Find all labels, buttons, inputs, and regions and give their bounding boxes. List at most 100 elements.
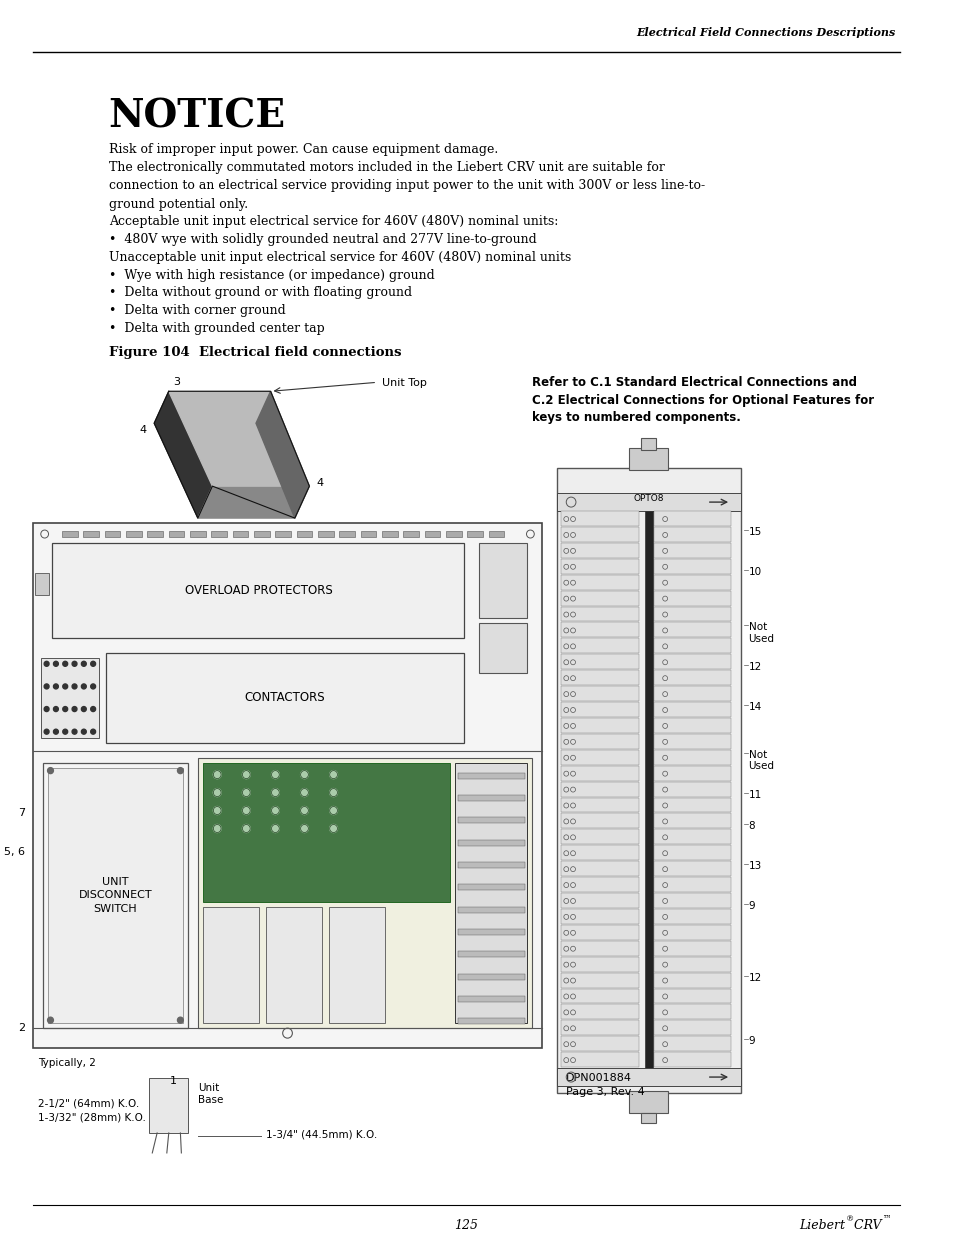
Circle shape <box>272 806 279 815</box>
Text: 1-3/32" (28mm) K.O.: 1-3/32" (28mm) K.O. <box>38 1113 146 1123</box>
Bar <box>560 734 639 748</box>
Bar <box>560 511 639 526</box>
Bar <box>35 573 49 595</box>
Bar <box>457 906 524 913</box>
Bar <box>488 531 504 537</box>
Bar <box>653 527 730 542</box>
Text: 13: 13 <box>748 861 761 871</box>
Text: 5, 6: 5, 6 <box>4 847 25 857</box>
Text: 1-3/4" (44.5mm) K.O.: 1-3/4" (44.5mm) K.O. <box>266 1130 376 1140</box>
Circle shape <box>72 661 77 667</box>
Text: 2: 2 <box>18 1023 25 1034</box>
Circle shape <box>242 771 250 778</box>
Circle shape <box>63 684 68 689</box>
Text: •  480V wye with solidly grounded neutral and 277V line-to-ground: • 480V wye with solidly grounded neutral… <box>109 232 536 246</box>
Text: 2-1/2" (64mm) K.O.: 2-1/2" (64mm) K.O. <box>38 1098 139 1108</box>
Text: 14: 14 <box>748 701 761 713</box>
Bar <box>212 531 227 537</box>
Text: 12: 12 <box>748 973 761 983</box>
Circle shape <box>53 729 58 734</box>
Bar <box>457 951 524 957</box>
Text: •  Delta without ground or with floating ground: • Delta without ground or with floating … <box>109 287 412 299</box>
Circle shape <box>91 661 95 667</box>
Bar <box>653 973 730 988</box>
Bar <box>653 638 730 653</box>
Bar <box>48 768 183 1023</box>
Bar <box>640 438 656 451</box>
Text: •  Wye with high resistance (or impedance) ground: • Wye with high resistance (or impedance… <box>109 268 434 282</box>
Bar <box>478 543 527 618</box>
Text: Electrical Field Connections Descriptions: Electrical Field Connections Description… <box>636 27 895 38</box>
Bar <box>446 531 461 537</box>
Bar <box>560 590 639 605</box>
Bar <box>653 814 730 829</box>
Bar <box>467 531 482 537</box>
Text: 8: 8 <box>748 821 755 831</box>
Bar <box>381 531 397 537</box>
Bar <box>457 773 524 778</box>
Circle shape <box>63 661 68 667</box>
Bar <box>644 511 652 1068</box>
Circle shape <box>272 789 279 797</box>
Bar <box>560 782 639 797</box>
Circle shape <box>330 806 337 815</box>
Bar <box>653 718 730 732</box>
Bar <box>106 653 464 742</box>
Circle shape <box>242 806 250 815</box>
Bar <box>653 782 730 797</box>
Circle shape <box>53 706 58 711</box>
Bar <box>653 1036 730 1051</box>
Bar <box>148 531 163 537</box>
Circle shape <box>272 771 279 778</box>
Circle shape <box>81 661 86 667</box>
Text: 11: 11 <box>748 789 761 799</box>
Polygon shape <box>197 487 309 517</box>
Text: 12: 12 <box>748 662 761 672</box>
Bar <box>560 1004 639 1019</box>
Bar <box>653 861 730 876</box>
Bar <box>560 574 639 589</box>
Bar <box>150 1078 188 1132</box>
Circle shape <box>72 684 77 689</box>
Bar <box>457 818 524 824</box>
Bar <box>457 1018 524 1024</box>
Text: OVERLOAD PROTECTORS: OVERLOAD PROTECTORS <box>184 584 332 597</box>
Bar <box>653 925 730 940</box>
Text: 4: 4 <box>315 478 323 488</box>
Circle shape <box>177 1018 183 1023</box>
Circle shape <box>242 789 250 797</box>
Circle shape <box>330 825 337 832</box>
Bar <box>653 766 730 781</box>
Circle shape <box>72 706 77 711</box>
Bar <box>653 687 730 701</box>
Bar <box>560 957 639 972</box>
Bar <box>43 763 188 1029</box>
Bar <box>360 531 375 537</box>
Circle shape <box>53 661 58 667</box>
Bar <box>296 531 312 537</box>
Text: UNIT
DISCONNECT
SWITCH: UNIT DISCONNECT SWITCH <box>78 877 152 914</box>
Text: Figure 104  Electrical field connections: Figure 104 Electrical field connections <box>109 346 400 359</box>
Text: DPN001884
Page 3, Rev. 4: DPN001884 Page 3, Rev. 4 <box>566 1073 644 1097</box>
Bar <box>653 1004 730 1019</box>
Bar <box>653 574 730 589</box>
Text: 1: 1 <box>170 1076 177 1086</box>
Circle shape <box>177 768 183 773</box>
Bar <box>653 655 730 669</box>
Bar <box>653 671 730 685</box>
Circle shape <box>44 661 49 667</box>
Text: 4: 4 <box>139 425 147 435</box>
Bar <box>457 973 524 979</box>
Bar <box>653 798 730 813</box>
Bar <box>266 908 321 1023</box>
Circle shape <box>44 729 49 734</box>
Bar <box>478 622 527 673</box>
Circle shape <box>242 825 250 832</box>
Bar <box>560 877 639 892</box>
Bar <box>653 893 730 908</box>
Bar <box>653 734 730 748</box>
Bar <box>653 543 730 558</box>
Bar <box>169 531 184 537</box>
Bar <box>560 988 639 1003</box>
Text: •  Delta with grounded center tap: • Delta with grounded center tap <box>109 322 324 336</box>
